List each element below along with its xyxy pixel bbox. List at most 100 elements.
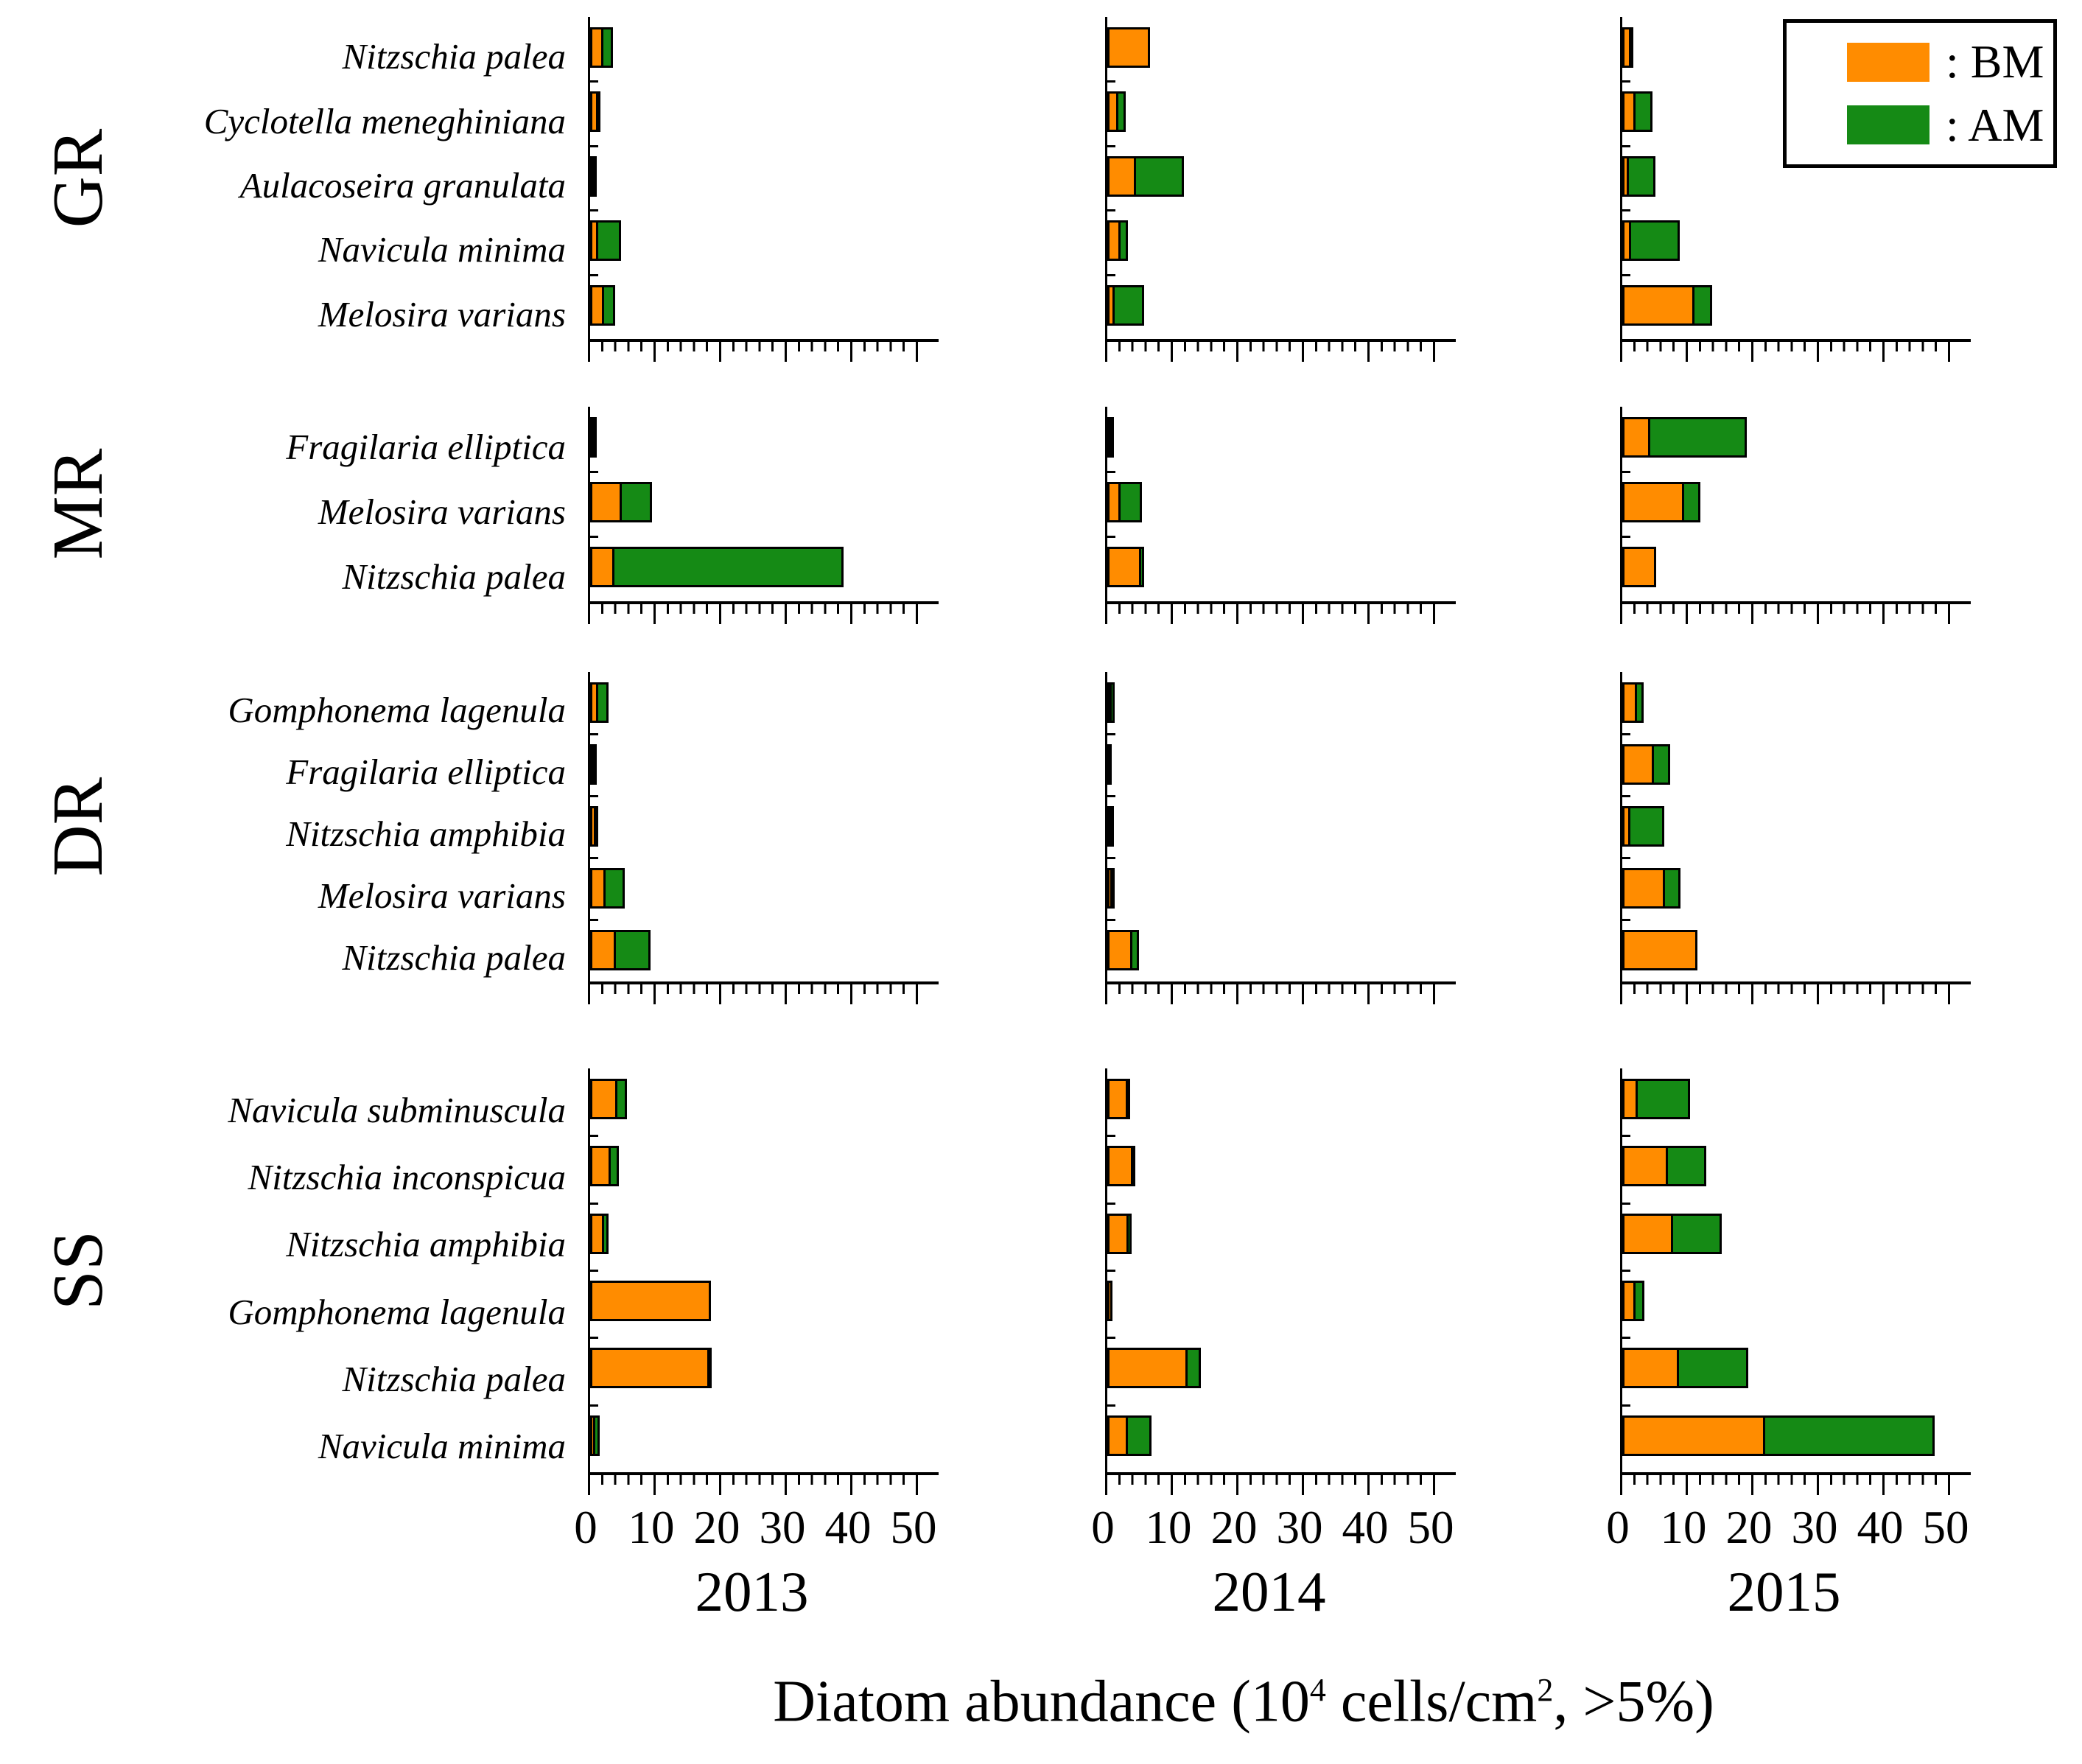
bar-segment-bm — [1107, 930, 1132, 970]
stacked-bar — [1622, 1213, 1722, 1254]
bar-segment-am — [1648, 417, 1747, 458]
stacked-bar — [590, 682, 609, 723]
x-tick-label: 40 — [824, 1502, 872, 1553]
x-tick-label: 50 — [890, 1502, 937, 1553]
stacked-bar — [590, 1281, 711, 1321]
bar-segment-am — [594, 806, 598, 847]
legend-label-bm: : BM — [1946, 35, 2044, 88]
stacked-bar — [1622, 1281, 1644, 1321]
stacked-bar — [1107, 482, 1142, 522]
bar-segment-bm — [1107, 1146, 1133, 1187]
bar-segment-bm — [1107, 155, 1137, 197]
stacked-bar — [590, 1348, 712, 1389]
panel-mr-2014 — [1105, 407, 1456, 624]
bar-segment-bm — [590, 930, 616, 970]
bar-segment-bm — [1622, 868, 1665, 909]
legend-entry-bm: : BM — [1847, 38, 2053, 85]
panel-dr-2013 — [588, 672, 939, 1004]
bar-segment-bm — [1622, 482, 1684, 522]
x-axis-major-ticks — [588, 1472, 920, 1495]
stacked-bar — [590, 27, 613, 68]
y-axis-tick — [1622, 273, 1630, 276]
y-axis-tick — [1622, 144, 1630, 147]
legend-swatch-bm-icon — [1847, 42, 1929, 82]
bar-segment-am — [1129, 930, 1140, 970]
x-tick-label: 0 — [1091, 1502, 1115, 1553]
panel-gr-2015 — [1620, 17, 1971, 362]
stacked-bar — [1622, 1079, 1691, 1119]
bar-segment-am — [595, 682, 609, 723]
bar-segment-am — [1130, 1146, 1135, 1187]
stacked-bar — [1107, 155, 1184, 197]
stacked-bar — [1622, 682, 1644, 723]
stacked-bar — [1622, 284, 1712, 326]
y-axis-tick — [1622, 1135, 1630, 1138]
bar-segment-bm — [1622, 1213, 1673, 1254]
y-axis-tick — [1622, 1404, 1630, 1407]
bar-segment-am — [1626, 155, 1656, 197]
stacked-bar — [590, 155, 597, 197]
stacked-bar — [1107, 417, 1114, 458]
species-label: Nitzschia amphibia — [286, 1224, 566, 1265]
y-axis-tick — [1622, 536, 1630, 538]
y-axis-tick — [1107, 857, 1115, 859]
y-axis-tick — [1622, 919, 1630, 921]
stacked-bar — [1622, 220, 1680, 262]
x-axis-major-ticks — [588, 981, 920, 1004]
x-axis-major-ticks — [1105, 339, 1437, 362]
species-label: Cyclotella meneghiniana — [203, 100, 566, 141]
panel-gr-2014 — [1105, 17, 1456, 362]
bar-segment-am — [1126, 1079, 1131, 1119]
stacked-bar — [590, 930, 651, 970]
y-axis-tick — [1107, 536, 1115, 538]
bar-segment-am — [1110, 868, 1115, 909]
x-tick-label: 50 — [1922, 1502, 1969, 1553]
y-axis-tick — [1622, 795, 1630, 797]
bar-segment-bm — [1107, 1348, 1188, 1389]
species-label: Melosira varians — [318, 875, 566, 917]
bar-segment-am — [603, 868, 625, 909]
x-axis-major-ticks — [1620, 1472, 1952, 1495]
y-axis-tick — [1107, 1135, 1115, 1138]
species-label: Fragilaria elliptica — [286, 752, 566, 793]
bar-segment-am — [1763, 1415, 1935, 1456]
species-label: Fragilaria elliptica — [286, 426, 566, 467]
bar-segment-am — [1126, 1415, 1152, 1456]
x-tick-label: 10 — [1660, 1502, 1707, 1553]
stacked-bar — [1107, 1146, 1135, 1187]
panel-ss-2014 — [1105, 1068, 1456, 1495]
bar-segment-bm — [1622, 744, 1654, 785]
bar-segment-am — [601, 1213, 609, 1254]
bar-segment-am — [592, 155, 597, 197]
stacked-bar — [1107, 547, 1145, 587]
stacked-bar — [590, 1213, 609, 1254]
y-axis-tick — [590, 1270, 598, 1272]
x-axis-title-sup4: 4 — [1309, 1672, 1326, 1708]
bar-segment-am — [595, 91, 600, 133]
bar-segment-bm — [590, 1079, 618, 1119]
stacked-bar — [1622, 744, 1670, 785]
species-label: Navicula minima — [318, 229, 566, 270]
bar-segment-am — [1110, 682, 1115, 723]
x-tick-label: 40 — [1857, 1502, 1904, 1553]
bar-segment-am — [1134, 155, 1184, 197]
stacked-bar — [1107, 744, 1112, 785]
y-axis-tick — [1622, 733, 1630, 735]
stacked-bar — [1622, 1415, 1935, 1456]
x-axis-title-text: cells/cm — [1325, 1669, 1538, 1735]
x-axis-title-sup2: 2 — [1537, 1672, 1554, 1708]
bar-segment-am — [619, 482, 653, 522]
bar-segment-bm — [590, 1348, 709, 1389]
bar-segment-am — [1676, 1348, 1748, 1389]
species-label: Nitzschia amphibia — [286, 813, 566, 855]
bar-segment-am — [592, 417, 597, 458]
x-tick-label: 30 — [1791, 1502, 1838, 1553]
bar-segment-am — [1636, 1079, 1691, 1119]
bar-segment-bm — [1622, 417, 1651, 458]
y-axis-tick — [1107, 795, 1115, 797]
x-axis-major-ticks — [588, 339, 920, 362]
stacked-bar — [590, 417, 597, 458]
bar-segment-bm — [1622, 284, 1694, 326]
bar-segment-am — [1126, 1213, 1132, 1254]
